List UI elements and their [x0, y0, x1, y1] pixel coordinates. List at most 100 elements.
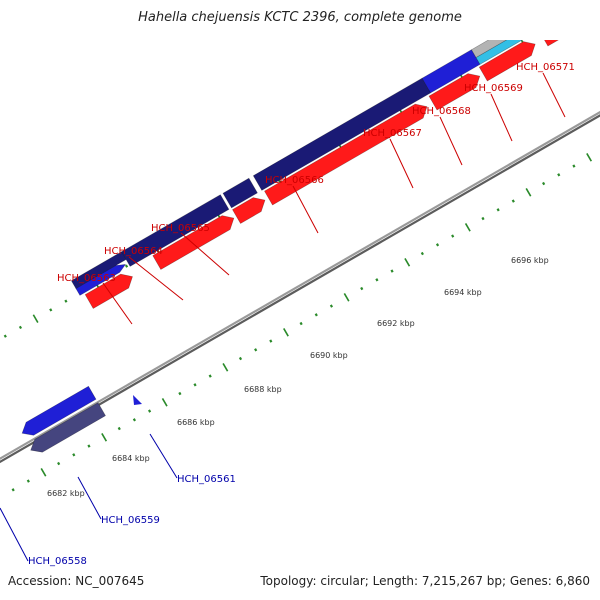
major-tick — [404, 258, 411, 267]
label-leader-line — [490, 93, 513, 142]
minor-tick — [254, 348, 258, 352]
minor-tick — [269, 339, 273, 343]
cds-feature — [152, 215, 235, 270]
minor-tick — [511, 199, 515, 203]
scale-tick-label: 6688 kbp — [244, 385, 282, 394]
cds-feature — [232, 197, 266, 224]
label-leader-line — [102, 282, 133, 325]
label-leader-line — [77, 476, 102, 520]
major-tick — [40, 468, 47, 477]
minor-tick — [117, 426, 121, 431]
minor-tick — [435, 243, 440, 247]
gene-feature — [578, 0, 600, 3]
major-tick — [101, 433, 108, 442]
gene-label-forward: HCH_06569 — [464, 83, 523, 94]
scale-tick-label: 6692 kbp — [377, 319, 415, 328]
major-tick — [283, 328, 289, 337]
cds-feature — [428, 73, 481, 111]
gene-label-forward: HCH_06564 — [104, 246, 163, 257]
minor-tick — [542, 181, 546, 186]
major-tick — [586, 153, 593, 162]
label-layer: 6682 kbp 6684 kbp 6686 kbp 6688 kbp 6690 kbp… — [0, 62, 575, 567]
label-leader-line — [389, 138, 414, 189]
gene-label-reverse: HCH_06558 — [28, 556, 87, 567]
minor-tick — [178, 391, 182, 396]
major-tick — [579, 0, 584, 8]
tick-layer — [3, 0, 593, 492]
major-tick — [520, 40, 524, 43]
gene-feature — [471, 40, 507, 58]
cds-feature — [264, 103, 428, 206]
gene-label-forward: HCH_06566 — [265, 175, 324, 186]
scale-tick-label: 6690 kbp — [310, 351, 348, 360]
label-leader-line — [180, 232, 230, 276]
minor-tick — [360, 286, 364, 291]
minor-tick — [57, 461, 61, 466]
minor-tick — [208, 374, 212, 378]
minor-tick — [64, 299, 68, 303]
minor-tick — [420, 251, 424, 256]
minor-tick — [193, 383, 197, 387]
minor-tick — [375, 278, 379, 282]
minor-tick — [3, 334, 7, 338]
scale-tick-label: 6694 kbp — [444, 288, 482, 297]
label-leader-line — [292, 185, 319, 234]
minor-tick — [565, 11, 566, 13]
major-tick — [32, 314, 39, 323]
label-leader-line — [0, 507, 29, 562]
gene-label-forward: HCH_06568 — [412, 106, 471, 117]
gene-feature — [75, 264, 127, 296]
gene-feature — [222, 177, 258, 209]
gene-layer — [21, 0, 600, 453]
label-leader-line — [149, 433, 178, 479]
gene-feature — [21, 385, 97, 436]
minor-tick — [314, 313, 318, 317]
footer-stats: Topology: circular; Length: 7,215,267 bp… — [260, 574, 590, 588]
label-leader-line — [128, 256, 184, 301]
cds-feature — [544, 40, 559, 47]
gene-feature — [475, 40, 523, 65]
major-tick — [464, 223, 471, 232]
gene-feature — [30, 402, 106, 453]
gene-label-forward: HCH_06563 — [57, 273, 116, 284]
major-tick — [222, 363, 229, 372]
minor-tick — [496, 208, 500, 212]
scale-tick-label: 6684 kbp — [112, 454, 150, 463]
scale-tick-label: 6682 kbp — [47, 489, 85, 498]
minor-tick — [535, 29, 536, 31]
minor-tick — [11, 488, 15, 492]
gene-label-forward: HCH_06567 — [363, 128, 422, 139]
label-leader-line — [439, 116, 463, 166]
minor-tick — [572, 164, 576, 168]
gene-feature — [121, 194, 230, 267]
minor-tick — [18, 325, 23, 330]
cds-feature — [478, 41, 536, 82]
minor-tick — [238, 356, 243, 361]
gene-label-forward: HCH_06571 — [516, 62, 575, 73]
minor-tick — [87, 444, 91, 448]
minor-tick — [390, 269, 394, 273]
major-tick — [343, 293, 350, 302]
minor-tick — [49, 308, 53, 312]
scale-tick-label: 6696 kbp — [511, 256, 549, 265]
genome-backbone-line — [0, 110, 600, 460]
minor-tick — [147, 409, 152, 413]
minor-tick — [481, 216, 485, 221]
minor-tick — [26, 479, 30, 483]
gene-label-reverse: HCH_06559 — [101, 515, 160, 526]
major-tick — [161, 398, 168, 407]
marker-triangle — [133, 395, 142, 405]
gene-label-forward: HCH_06565 — [151, 223, 210, 234]
minor-tick — [451, 234, 455, 238]
gene-label-reverse: HCH_06561 — [177, 474, 236, 485]
footer-accession: Accession: NC_007645 — [8, 574, 145, 588]
minor-tick — [132, 418, 136, 422]
major-tick — [525, 188, 532, 197]
minor-tick — [124, 264, 129, 268]
minor-tick — [299, 321, 303, 326]
scale-tick-label: 6686 kbp — [177, 418, 215, 427]
map-title: Hahella chejuensis KCTC 2396, complete g… — [138, 10, 462, 25]
label-leader-line — [542, 72, 566, 118]
minor-tick — [72, 453, 76, 457]
